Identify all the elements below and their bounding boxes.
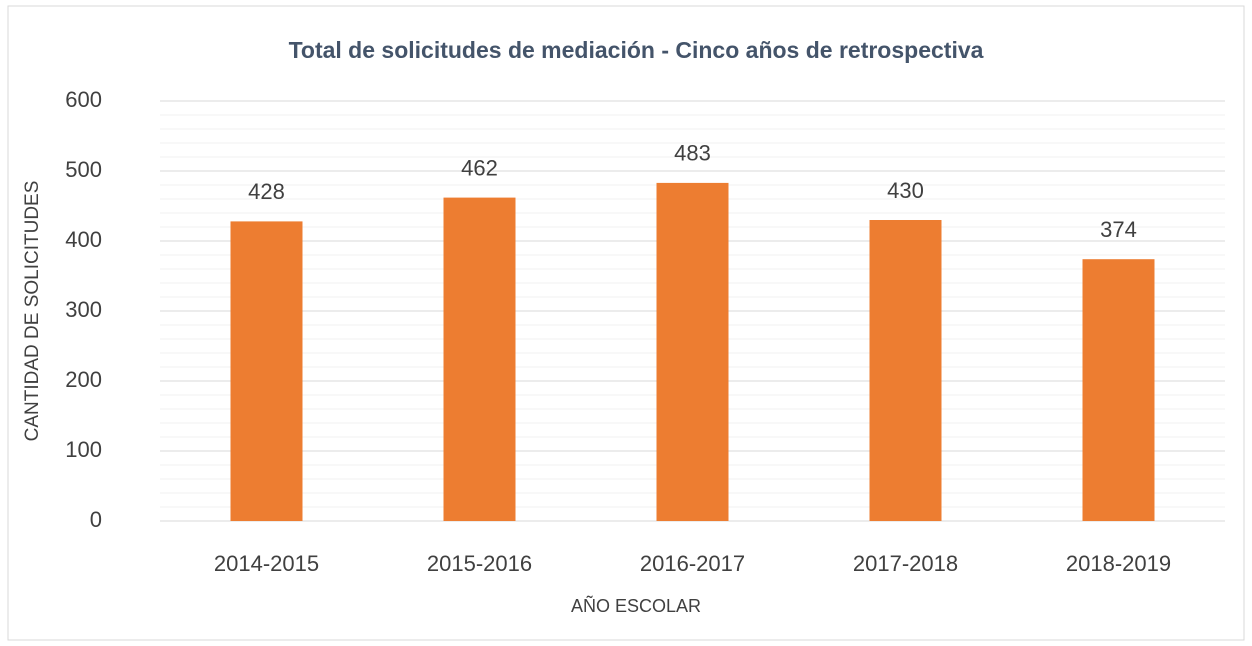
bar: [1082, 259, 1155, 521]
x-tick-label: 2016-2017: [640, 551, 745, 576]
x-tick-label: 2018-2019: [1066, 551, 1171, 576]
chart-title: Total de solicitudes de mediación - Cinc…: [289, 37, 984, 63]
chart-border: [7, 5, 1245, 641]
data-label: 462: [461, 155, 498, 180]
y-tick-label: 0: [90, 507, 102, 532]
x-tick-label: 2014-2015: [214, 551, 319, 576]
bar: [230, 221, 303, 521]
data-label: 374: [1100, 217, 1137, 242]
x-tick-label: 2015-2016: [427, 551, 532, 576]
y-tick-label: 200: [65, 367, 102, 392]
bar: [443, 197, 516, 521]
data-label: 483: [674, 141, 711, 166]
y-tick-label: 500: [65, 157, 102, 182]
y-tick-label: 400: [65, 227, 102, 252]
y-axis-label: CANTIDAD DE SOLICITUDES: [22, 181, 43, 442]
y-tick-label: 100: [65, 437, 102, 462]
bar: [656, 182, 729, 521]
bar: [869, 220, 942, 521]
x-tick-label: 2017-2018: [853, 551, 958, 576]
y-tick-label: 300: [65, 297, 102, 322]
x-axis-label: AÑO ESCOLAR: [571, 595, 701, 616]
data-label: 430: [887, 178, 924, 203]
data-label: 428: [248, 179, 285, 204]
y-tick-label: 600: [65, 87, 102, 112]
